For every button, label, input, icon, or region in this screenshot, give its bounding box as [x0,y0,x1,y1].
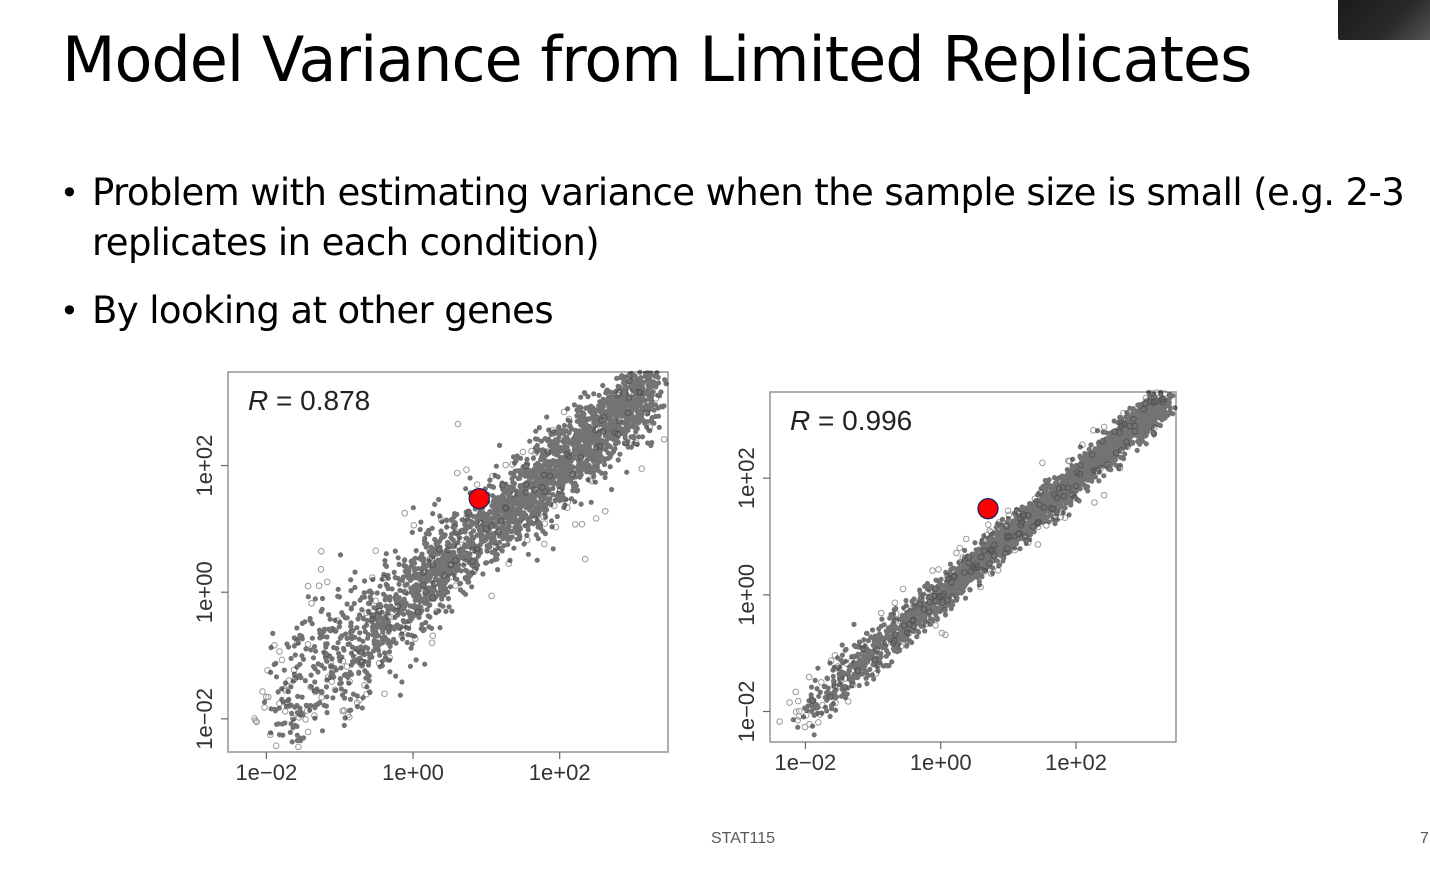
highlight-point [977,498,999,520]
x-tick-label: 1e+02 [1045,750,1107,775]
x-tick-label: 1e−02 [235,760,297,785]
x-tick-label: 1e+00 [382,760,444,785]
bullet-dot-icon: • [60,174,79,212]
bullet-list: • Problem with estimating variance when … [58,168,1418,354]
footer-course-label: STAT115 [711,830,776,847]
x-tick-label: 1e+02 [529,760,591,785]
scatter-chart-left: 1e−02 1e−02 1e+00 1e+00 1e+02 1e+02 R = 0.878 [192,369,669,785]
x-tick-label: 1e−02 [774,750,836,775]
y-tick-label: 1e−02 [734,681,759,743]
bullet-item: • By looking at other genes [58,286,1418,336]
correlation-annotation: R = 0.878 [248,385,370,416]
slide-title: Model Variance from Limited Replicates [62,23,1252,96]
y-tick-label: 1e+02 [734,447,759,509]
y-tick-label: 1e−02 [192,688,217,750]
x-tick-label: 1e+00 [910,750,972,775]
y-tick-label: 1e+00 [734,564,759,626]
y-tick-label: 1e+02 [192,435,217,497]
y-tick-label: 1e+00 [192,561,217,623]
bullet-text: Problem with estimating variance when th… [92,171,1405,264]
bullet-item: • Problem with estimating variance when … [58,168,1418,268]
correlation-annotation: R = 0.996 [790,405,912,436]
webcam-thumbnail [1338,0,1430,40]
bullet-text: By looking at other genes [92,289,554,332]
scatter-chart-right: 1e−02 1e−02 1e+00 1e+00 1e+02 1e+02 R = 0.996 [734,389,1178,775]
bullet-dot-icon: • [60,292,79,330]
page-number: 7 [1420,830,1429,847]
highlight-point [468,488,490,510]
scatter-cloud [776,389,1178,738]
